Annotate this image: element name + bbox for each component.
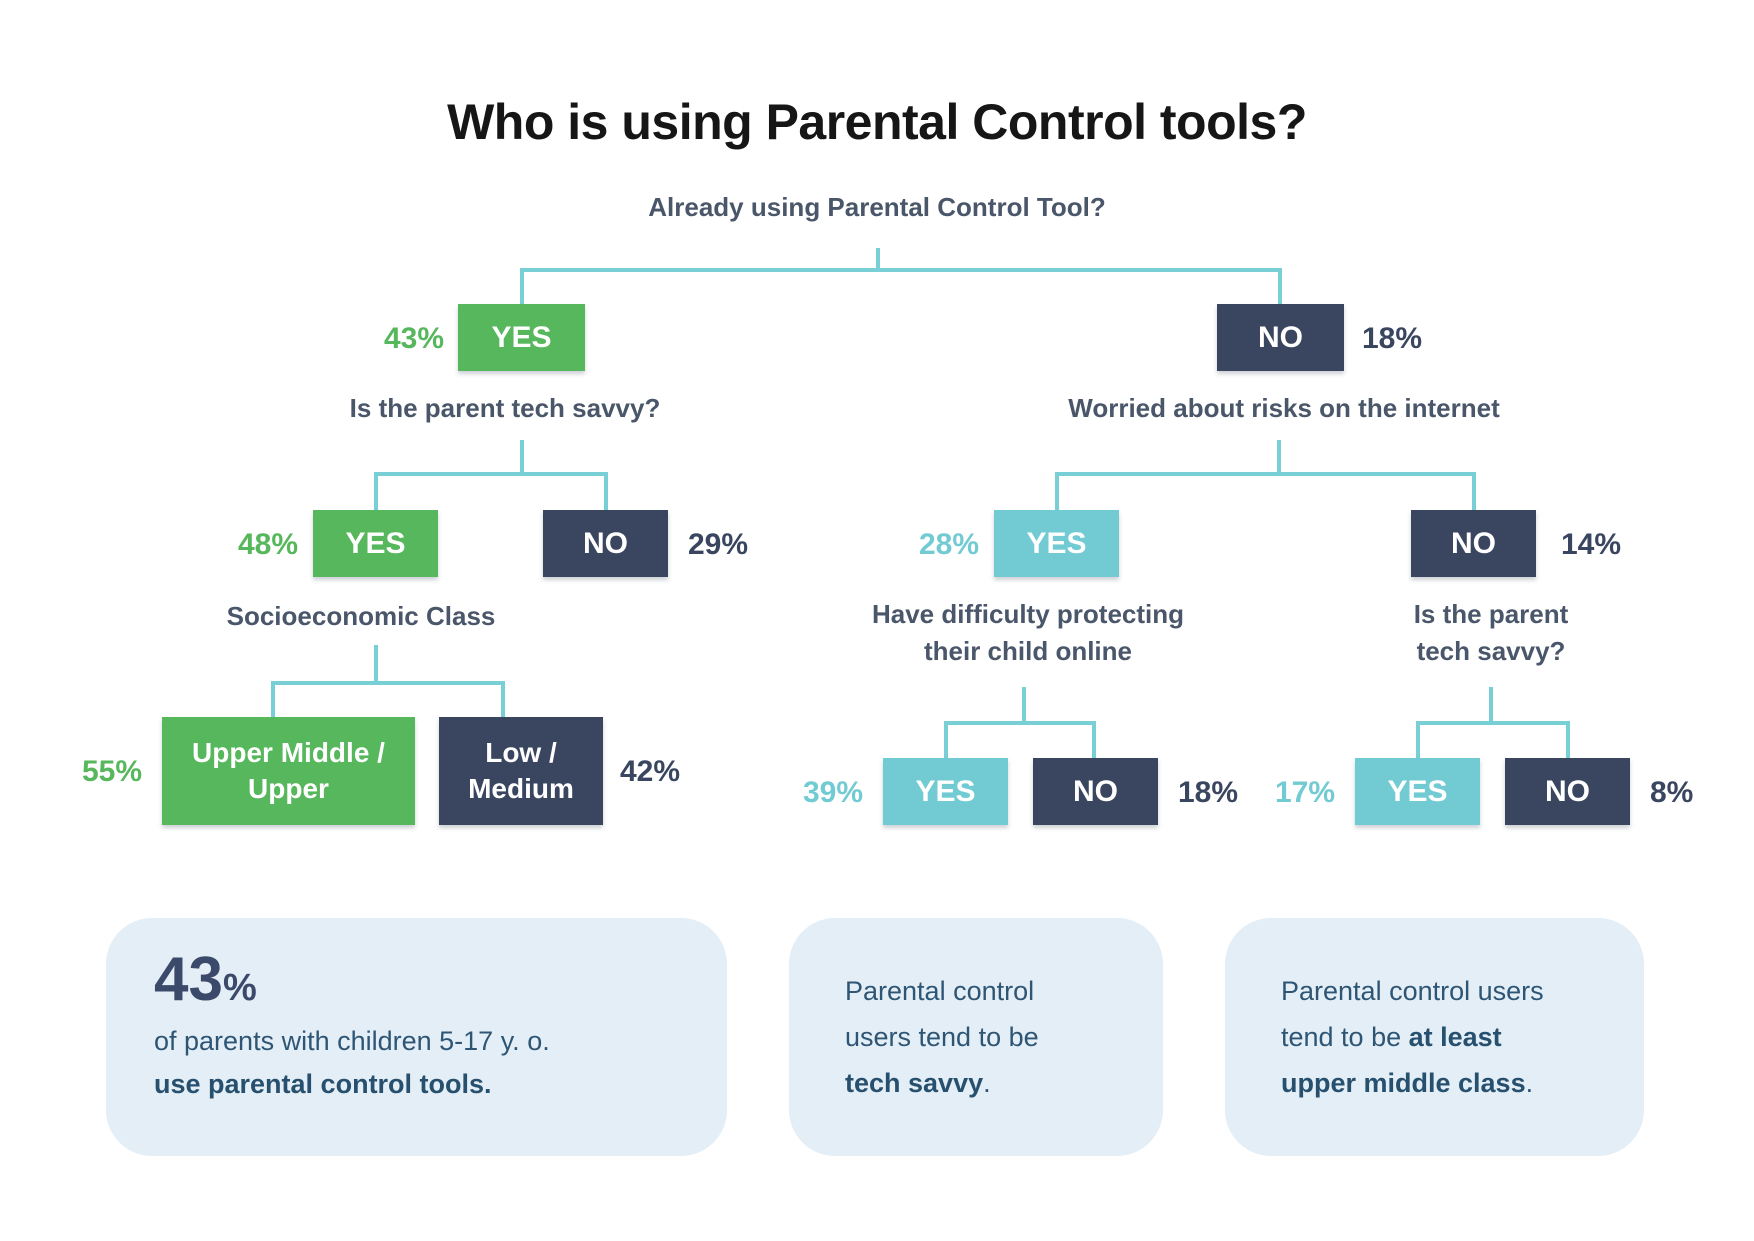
summary-card-class: Parental control users tend to be at lea… [1225, 918, 1644, 1156]
question-tech-right-line2: tech savvy? [1416, 636, 1566, 666]
node-techright-yes: YES [1355, 758, 1480, 825]
connector-techright-horizontal [1416, 721, 1570, 725]
connector-level1-drop-no [1278, 268, 1282, 304]
connector-techleft-drop-no [604, 472, 608, 510]
pct-techleft-yes: 48% [237, 528, 298, 561]
summary-card-tech-content: Parental control users tend to be tech s… [789, 918, 1163, 1106]
class-tail: . [1525, 1068, 1534, 1098]
node-using-yes: YES [458, 304, 585, 371]
pct-using-no: 18% [1362, 322, 1423, 355]
connector-socio-drop-upper [271, 681, 275, 717]
class-line1: Parental control users [1281, 976, 1544, 1006]
tech-bold: tech savvy [845, 1068, 984, 1098]
connector-socio-horizontal [271, 681, 505, 685]
connector-worried-stub [1277, 440, 1281, 476]
question-tech-right-line1: Is the parent [1413, 599, 1569, 629]
node-difficulty-yes: YES [883, 758, 1008, 825]
stat-percent-sign: % [222, 967, 257, 1009]
pct-worried-yes: 28% [918, 528, 979, 561]
node-label: YES [1387, 774, 1448, 808]
question-difficulty: Have difficulty protecting their child o… [778, 596, 1278, 670]
summary-card-tech-savvy: Parental control users tend to be tech s… [789, 918, 1163, 1156]
node-label: NO [1258, 320, 1303, 354]
node-upper-middle: Upper Middle / Upper [162, 717, 415, 825]
pct-using-yes: 43% [383, 322, 444, 355]
connector-difficulty-drop-no [1092, 721, 1096, 758]
node-low-medium: Low / Medium [439, 717, 603, 825]
node-label-line2: Upper [248, 773, 329, 804]
question-socioeconomic: Socioeconomic Class [226, 601, 496, 631]
tech-line1: Parental control [845, 976, 1035, 1006]
pct-techright-no: 8% [1650, 776, 1694, 809]
connector-socio-drop-low [501, 681, 505, 717]
connector-root-stub [876, 248, 880, 272]
node-techleft-no: NO [543, 510, 668, 577]
node-techleft-yes: YES [313, 510, 438, 577]
node-worried-yes: YES [994, 510, 1119, 577]
node-label: NO [1451, 526, 1496, 560]
page-title: Who is using Parental Control tools? [447, 94, 1307, 150]
node-label: NO [1073, 774, 1118, 808]
tech-line3: tech savvy. [845, 1060, 1163, 1106]
class-line2-normal: tend to be [1281, 1022, 1409, 1052]
connector-socio-stub [374, 645, 378, 685]
connector-techright-stub [1489, 687, 1493, 725]
connector-difficulty-drop-yes [944, 721, 948, 758]
node-label: NO [583, 526, 628, 560]
node-worried-no: NO [1411, 510, 1536, 577]
question-tech-savvy-right: Is the parent tech savvy? [1241, 596, 1741, 670]
node-label-line1: Low / [485, 737, 557, 768]
class-line3: upper middle class. [1281, 1060, 1644, 1106]
node-techright-no: NO [1505, 758, 1630, 825]
stat-number-value: 43 [154, 945, 223, 1014]
class-line2-bold: at least [1408, 1022, 1502, 1052]
summary-card-class-content: Parental control users tend to be at lea… [1225, 918, 1644, 1106]
node-label-line1: Upper Middle / [192, 737, 385, 768]
connector-techright-drop-no [1566, 721, 1570, 758]
stat-number: 43% [154, 948, 687, 1020]
pct-difficulty-no: 18% [1178, 776, 1239, 809]
connector-techleft-stub [520, 440, 524, 476]
pct-difficulty-yes: 39% [802, 776, 863, 809]
node-label-line2: Medium [468, 773, 574, 804]
root-question: Already using Parental Control Tool? [648, 192, 1106, 222]
node-label: YES [1026, 526, 1087, 560]
connector-difficulty-stub [1022, 687, 1026, 725]
node-label: YES [915, 774, 976, 808]
node-label: YES [491, 320, 552, 354]
stat-line1: of parents with children 5-17 y. o. [154, 1026, 550, 1056]
node-using-no: NO [1217, 304, 1344, 371]
pct-techright-yes: 17% [1274, 776, 1335, 809]
class-line3-bold: upper middle class [1281, 1068, 1526, 1098]
connector-worried-drop-yes [1055, 472, 1059, 510]
class-line2: tend to be at least [1281, 1014, 1644, 1060]
summary-card-usage-content: 43% of parents with children 5-17 y. o. … [106, 918, 727, 1106]
connector-level1-drop-yes [520, 268, 524, 304]
pct-worried-no: 14% [1561, 528, 1622, 561]
connector-techright-drop-yes [1416, 721, 1420, 758]
question-difficulty-line1: Have difficulty protecting [871, 599, 1185, 629]
node-label: NO [1545, 774, 1590, 808]
question-difficulty-line2: their child online [923, 636, 1132, 666]
pct-low-medium: 42% [620, 755, 681, 788]
stat-line2: use parental control tools. [154, 1069, 492, 1099]
connector-techleft-drop-yes [374, 472, 378, 510]
pct-techleft-no: 29% [688, 528, 749, 561]
connector-difficulty-horizontal [944, 721, 1096, 725]
connector-level1-horizontal [520, 268, 1282, 272]
tech-line2: users tend to be [845, 1022, 1039, 1052]
question-tech-savvy-left: Is the parent tech savvy? [349, 393, 661, 423]
tech-tail: . [983, 1068, 991, 1098]
question-worried: Worried about risks on the internet [1068, 393, 1500, 423]
connector-worried-drop-no [1472, 472, 1476, 510]
summary-card-usage: 43% of parents with children 5-17 y. o. … [106, 918, 727, 1156]
connector-techleft-horizontal [374, 472, 608, 476]
connector-worried-horizontal [1055, 472, 1476, 476]
node-label: YES [345, 526, 406, 560]
pct-upper-middle: 55% [81, 755, 142, 788]
node-difficulty-no: NO [1033, 758, 1158, 825]
